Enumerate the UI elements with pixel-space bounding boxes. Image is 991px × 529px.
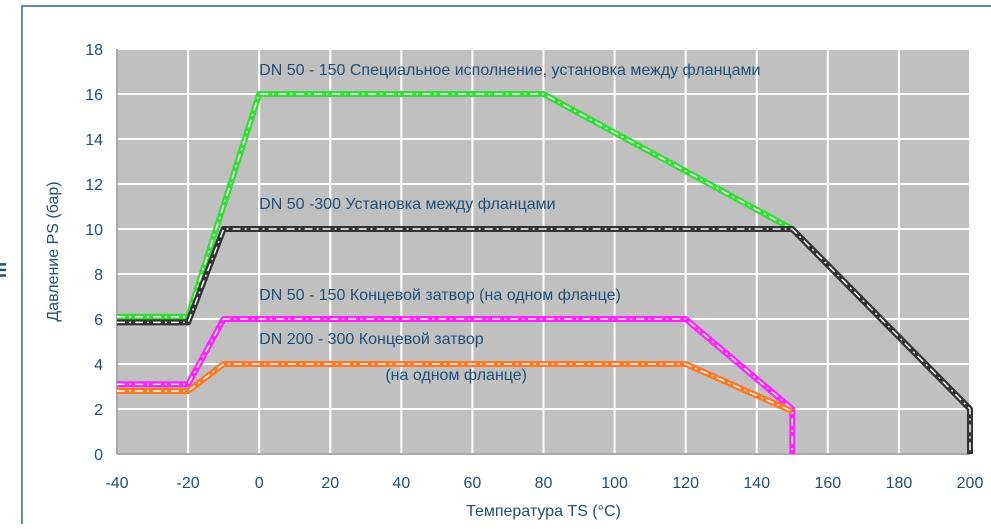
y-tick-label: 14 bbox=[85, 132, 103, 149]
y-tick-label: 16 bbox=[85, 87, 103, 104]
side-mark: m bbox=[0, 262, 10, 278]
series-lines bbox=[117, 91, 973, 454]
y-axis-label: Давление PS (бар) bbox=[45, 181, 62, 321]
y-tick-label: 12 bbox=[85, 177, 103, 194]
x-tick-label: 200 bbox=[957, 475, 984, 492]
y-tick-label: 6 bbox=[94, 312, 103, 329]
annotation-label: DN 50 -300 Установка между фланцами bbox=[259, 196, 555, 213]
x-tick-label: 100 bbox=[601, 475, 628, 492]
x-tick-label: -20 bbox=[177, 475, 200, 492]
y-tick-label: 4 bbox=[94, 357, 103, 374]
x-tick-label: 160 bbox=[814, 475, 841, 492]
x-tick-label: 40 bbox=[392, 475, 410, 492]
series-line-dash bbox=[117, 363, 793, 412]
x-axis-label: Температура TS (°C) bbox=[466, 503, 621, 520]
annotation-label: DN 50 - 150 Специальное исполнение, уста… bbox=[259, 62, 760, 79]
y-tick-label: 0 bbox=[94, 447, 103, 464]
x-tick-label: 60 bbox=[464, 475, 482, 492]
x-tick-label: -40 bbox=[105, 475, 128, 492]
y-tick-label: 2 bbox=[94, 402, 103, 419]
x-tick-label: 180 bbox=[886, 475, 913, 492]
x-tick-label: 120 bbox=[672, 475, 699, 492]
annotation-label: (на одном фланце) bbox=[385, 367, 527, 384]
y-tick-label: 18 bbox=[85, 42, 103, 59]
tick-labels: -40 -20 0 20 40 60 80 100 120 140 160 180 200 0 2 4 6 8 10… bbox=[85, 42, 983, 492]
annotation-label: DN 200 - 300 Концевой затвор bbox=[259, 331, 484, 348]
y-tick-label: 10 bbox=[85, 222, 103, 239]
annotations: DN 50 - 150 Специальное исполнение, уста… bbox=[259, 62, 760, 384]
x-tick-label: 20 bbox=[321, 475, 339, 492]
annotation-label: DN 50 - 150 Концевой затвор (на одном фл… bbox=[259, 287, 621, 304]
series-line bbox=[117, 91, 794, 320]
y-tick-label: 8 bbox=[94, 267, 103, 284]
x-tick-label: 0 bbox=[255, 475, 264, 492]
series-line-dash bbox=[117, 228, 971, 454]
x-tick-label: 140 bbox=[743, 475, 770, 492]
series-line-dash bbox=[117, 318, 794, 454]
x-tick-label: 80 bbox=[535, 475, 553, 492]
